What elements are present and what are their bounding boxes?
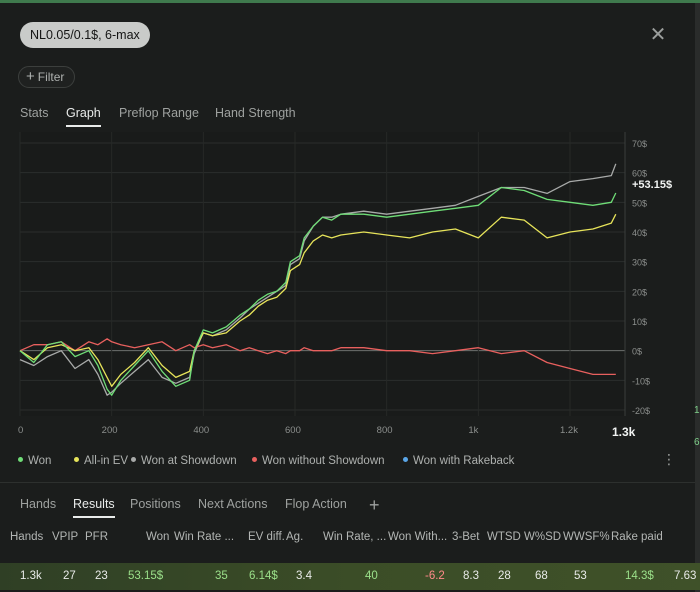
- cell-wwsf: 53: [574, 570, 587, 582]
- x-tick-label: 800: [377, 425, 393, 436]
- y-tick-label: 20$: [632, 287, 647, 297]
- legend-label: All-in EV: [84, 455, 129, 467]
- x-tick-label: 200: [102, 425, 118, 436]
- series-line-won-without-showdown: [19, 338, 616, 376]
- tab-flop-action[interactable]: Flop Action: [285, 497, 347, 511]
- column-header-wtsd[interactable]: WTSD: [487, 531, 521, 543]
- column-header-ag[interactable]: Ag.: [286, 531, 304, 543]
- cell-won-with: -6.2: [425, 570, 445, 582]
- legend-dot-icon: [131, 457, 136, 462]
- window-top-accent: [0, 0, 700, 3]
- tab-preflop-range[interactable]: Preflop Range: [119, 106, 199, 120]
- section-divider: [0, 482, 695, 483]
- cell-rake-paid: 14.3$: [625, 570, 654, 582]
- x-axis-end-label: 1.3k: [612, 425, 636, 439]
- main-tabs: Stats Graph Preflop Range Hand Strength: [0, 106, 700, 127]
- session-chip[interactable]: NL0.05/0.1$, 6-max: [20, 22, 150, 48]
- plus-icon: +: [26, 68, 35, 85]
- cell-ag: 3.4: [296, 570, 312, 582]
- graph-more-options-icon[interactable]: ⋮: [662, 451, 676, 467]
- tab-graph[interactable]: Graph: [66, 106, 101, 127]
- column-header-won[interactable]: Won: [146, 531, 170, 543]
- column-header-won-with[interactable]: Won With...: [388, 531, 448, 543]
- legend-item-won-at-showdown[interactable]: Won at Showdown: [131, 455, 237, 467]
- x-tick-label: 1.2k: [560, 425, 578, 436]
- legend-label: Won with Rakeback: [413, 455, 515, 467]
- column-header-hands[interactable]: Hands: [10, 531, 44, 543]
- series-line-won-at-showdown: [19, 163, 617, 396]
- y-tick-label: 70$: [632, 139, 647, 149]
- y-tick-label: -10$: [632, 376, 650, 386]
- cell-win-rate-2: 40: [365, 570, 378, 582]
- cell-vpip: 27: [63, 570, 76, 582]
- column-header-ev-diff[interactable]: EV diff.: [248, 531, 285, 543]
- legend-dot-icon: [252, 457, 257, 462]
- graph-canvas: 70$ 60$ 50$ 40$ 30$ 20$ 10$ 0$ -10$ -20$ 0 200 400 60…: [18, 132, 650, 436]
- legend-label: Won at Showdown: [141, 455, 237, 467]
- cell-won: 53.15$: [128, 570, 164, 582]
- column-header-win-rate[interactable]: Win Rate ...: [174, 531, 235, 543]
- cell-ev-diff: 6.14$: [249, 570, 278, 582]
- legend-dot-icon: [74, 457, 79, 462]
- x-tick-label: 400: [193, 425, 209, 436]
- legend-item-all-in-ev[interactable]: All-in EV: [74, 455, 128, 467]
- side-overflow-number: 6: [694, 437, 700, 448]
- stats-table-header: Hands VPIP PFR Won Win Rate ... EV diff.…: [0, 531, 700, 547]
- legend-item-won-without-showdown[interactable]: Won without Showdown: [252, 455, 385, 467]
- filter-label: Filter: [37, 70, 65, 84]
- cell-wtsd: 28: [498, 570, 511, 582]
- y-tick-label: 0$: [632, 347, 642, 357]
- profit-graph[interactable]: 70$ 60$ 50$ 40$ 30$ 20$ 10$ 0$ -10$ -20$ 0 200 400 60…: [0, 132, 700, 444]
- tab-next-actions[interactable]: Next Actions: [198, 497, 268, 511]
- y-tick-label: 60$: [632, 169, 647, 179]
- legend-label: Won: [28, 455, 52, 467]
- legend-item-won[interactable]: Won: [18, 455, 51, 467]
- plot-background: [20, 132, 625, 416]
- tab-hand-strength[interactable]: Hand Strength: [215, 106, 296, 120]
- cell-pfr: 23: [95, 570, 108, 582]
- results-tabs: Hands Results Positions Next Actions Flo…: [0, 497, 700, 518]
- column-header-wsd[interactable]: W%SD: [524, 531, 562, 543]
- column-header-wwsf[interactable]: WWSF%: [563, 531, 610, 543]
- cell-hands: 1.3k: [20, 570, 42, 582]
- tab-results[interactable]: Results: [73, 497, 115, 518]
- column-header-pfr[interactable]: PFR: [85, 531, 108, 543]
- y-tick-label: 50$: [632, 198, 647, 208]
- filter-button[interactable]: + Filter: [18, 66, 76, 88]
- series-line-all-in-ev: [19, 213, 617, 387]
- close-icon[interactable]: ✕: [649, 24, 667, 46]
- tab-positions[interactable]: Positions: [130, 497, 181, 511]
- graph-legend: Won All-in EV Won at Showdown Won withou…: [18, 455, 658, 469]
- legend-item-won-with-rakeback[interactable]: Won with Rakeback: [403, 455, 514, 467]
- y-tick-label: 40$: [632, 228, 647, 238]
- column-header-vpip[interactable]: VPIP: [52, 531, 79, 543]
- legend-dot-icon: [18, 457, 23, 462]
- legend-dot-icon: [403, 457, 408, 462]
- x-tick-label: 600: [285, 425, 301, 436]
- table-row[interactable]: 1.3k 27 23 53.15$ 35 6.14$ 3.4 40 -6.2 8…: [0, 563, 700, 590]
- cell-win-rate: 35: [215, 570, 228, 582]
- y-tick-label: -20$: [632, 406, 650, 416]
- legend-label: Won without Showdown: [262, 455, 385, 467]
- x-tick-label: 0: [18, 425, 23, 436]
- y-tick-label: 10$: [632, 317, 647, 327]
- cell-overflow: 7.63: [674, 570, 697, 582]
- right-scrollbar-edge: [695, 3, 700, 592]
- side-overflow-number: 1: [694, 405, 700, 416]
- graph-end-value-label: +53.15$: [632, 179, 673, 191]
- column-header-rake-paid[interactable]: Rake paid: [611, 531, 663, 543]
- tab-hands[interactable]: Hands: [20, 497, 57, 511]
- tab-stats[interactable]: Stats: [20, 106, 49, 120]
- add-tab-plus-icon[interactable]: +: [369, 495, 380, 515]
- x-tick-label: 1k: [468, 425, 478, 436]
- series-line-won: [19, 186, 617, 396]
- column-header-3bet[interactable]: 3-Bet: [452, 531, 480, 543]
- cell-wsd: 68: [535, 570, 548, 582]
- column-header-win-rate-2[interactable]: Win Rate, ...: [323, 531, 387, 543]
- cell-3bet: 8.3: [463, 570, 479, 582]
- y-tick-label: 30$: [632, 258, 647, 268]
